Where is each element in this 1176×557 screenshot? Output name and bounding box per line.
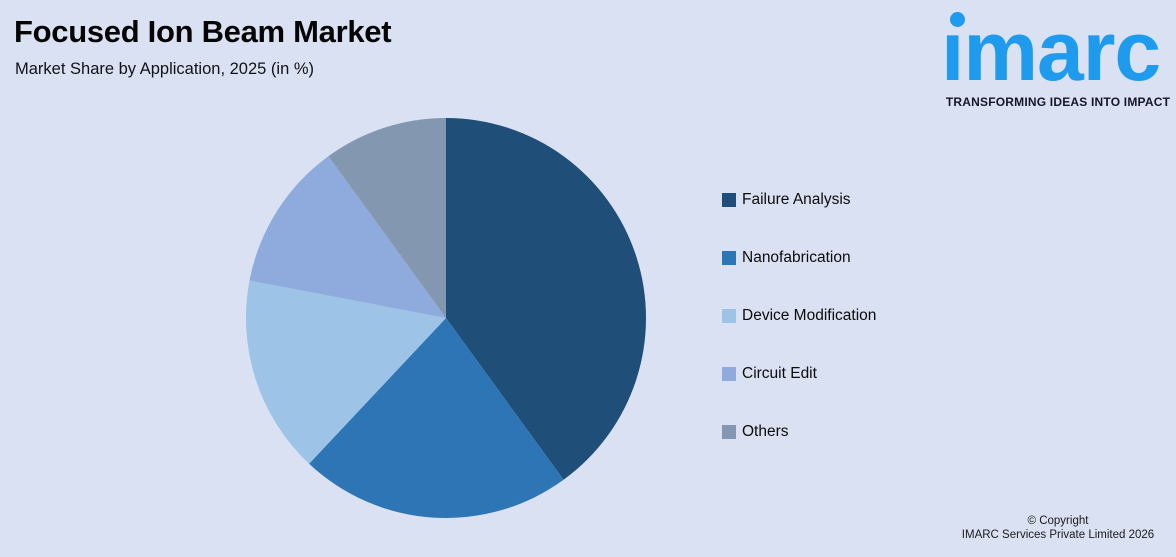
pie-slice-nanofabrication bbox=[309, 318, 564, 518]
page-title: Focused Ion Beam Market bbox=[14, 14, 392, 49]
logo-tagline: TRANSFORMING IDEAS INTO IMPACT bbox=[945, 95, 1171, 109]
copyright-line2: IMARC Services Private Limited 2026 bbox=[961, 529, 1155, 541]
legend-item: Nanofabrication bbox=[722, 248, 876, 268]
legend-swatch-icon bbox=[722, 251, 736, 265]
page-subtitle: Market Share by Application, 2025 (in %) bbox=[15, 60, 314, 78]
legend-label: Circuit Edit bbox=[742, 365, 817, 382]
copyright-line1: © Copyright bbox=[1027, 515, 1089, 527]
legend-swatch-icon bbox=[722, 309, 736, 323]
legend-label: Device Modification bbox=[742, 307, 877, 324]
legend-swatch-icon bbox=[722, 193, 736, 207]
legend-item: Device Modification bbox=[722, 306, 876, 326]
pie-chart bbox=[246, 118, 646, 518]
legend-label: Failure Analysis bbox=[742, 191, 851, 208]
legend-swatch-icon bbox=[722, 425, 736, 439]
imarc-logo: ımarc TRANSFORMING IDEAS INTO IMPACT bbox=[941, 6, 1175, 109]
legend-label: Nanofabrication bbox=[742, 249, 851, 266]
legend-label: Others bbox=[742, 423, 789, 440]
legend-item: Circuit Edit bbox=[722, 364, 876, 384]
pie-slice-failure-analysis bbox=[446, 118, 646, 480]
legend-item: Others bbox=[722, 422, 876, 442]
pie-slice-others bbox=[328, 118, 446, 318]
legend-item: Failure Analysis bbox=[722, 190, 876, 210]
logo-dot-icon bbox=[950, 12, 965, 27]
chart-legend: Failure Analysis Nanofabrication Device Mo… bbox=[722, 190, 876, 442]
pie-slice-circuit-edit bbox=[249, 156, 446, 318]
legend-swatch-icon bbox=[722, 367, 736, 381]
pie-slice-device-modification bbox=[246, 280, 446, 464]
logo-wordmark: ımarc bbox=[941, 4, 1161, 98]
copyright-notice: © Copyright IMARC Services Private Limit… bbox=[940, 514, 1176, 542]
